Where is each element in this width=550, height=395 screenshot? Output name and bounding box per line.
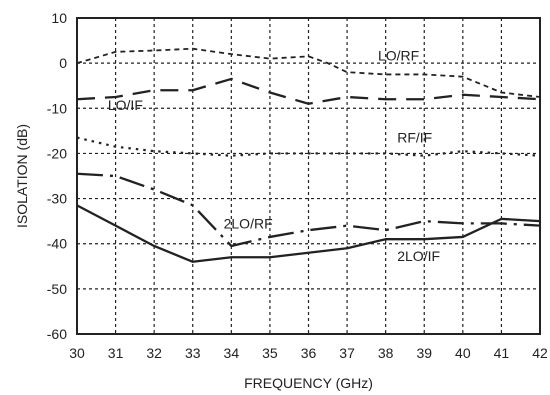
x-tick-label: 32 (146, 345, 162, 361)
series-line-2lo-rf (76, 172, 541, 248)
x-tick-label: 42 (532, 345, 548, 361)
series-label-2lo-rf: 2LO/RF (224, 215, 273, 231)
y-tick-label: 10 (51, 10, 67, 26)
series-label-2lo-if: 2LO/IF (397, 248, 440, 264)
x-axis-title: FREQUENCY (GHz) (244, 375, 373, 391)
x-tick-label: 31 (108, 345, 124, 361)
y-tick-label: 0 (59, 55, 67, 71)
y-axis-title: ISOLATION (dB) (14, 124, 30, 228)
x-tick-label: 33 (185, 345, 201, 361)
x-tick-label: 38 (378, 345, 394, 361)
x-tick-label: 41 (494, 345, 510, 361)
series-line-lo-if (76, 77, 541, 105)
series-line-rf-if (76, 136, 541, 157)
plot-frame (76, 17, 541, 335)
series-label-rf-if: RF/IF (397, 130, 432, 146)
series-label-lo-rf: LO/RF (378, 47, 419, 63)
series-labels: LO/RF LO/IF RF/IF 2LO/RF 2LO/IF (108, 47, 440, 263)
series-lines (76, 47, 541, 263)
y-tick-label: -20 (47, 145, 67, 161)
x-tick-label: 40 (455, 345, 471, 361)
tick-labels: 30 31 32 33 34 35 36 37 38 39 40 41 42 10 0 -10 -20 -30 -4… (47, 10, 548, 361)
grid (77, 18, 540, 334)
x-tick-label: 34 (224, 345, 240, 361)
y-tick-label: -30 (47, 191, 67, 207)
series-line-2lo-if (76, 204, 541, 263)
y-tick-label: -50 (47, 281, 67, 297)
x-tick-label: 35 (262, 345, 278, 361)
series-label-lo-if: LO/IF (108, 97, 143, 113)
x-tick-label: 36 (301, 345, 317, 361)
series-line-lo-rf (76, 47, 541, 98)
x-tick-label: 30 (69, 345, 85, 361)
y-tick-label: -40 (47, 236, 67, 252)
x-tick-label: 39 (416, 345, 432, 361)
y-tick-label: -10 (47, 100, 67, 116)
y-tick-label: -60 (47, 326, 67, 342)
x-tick-label: 37 (339, 345, 355, 361)
